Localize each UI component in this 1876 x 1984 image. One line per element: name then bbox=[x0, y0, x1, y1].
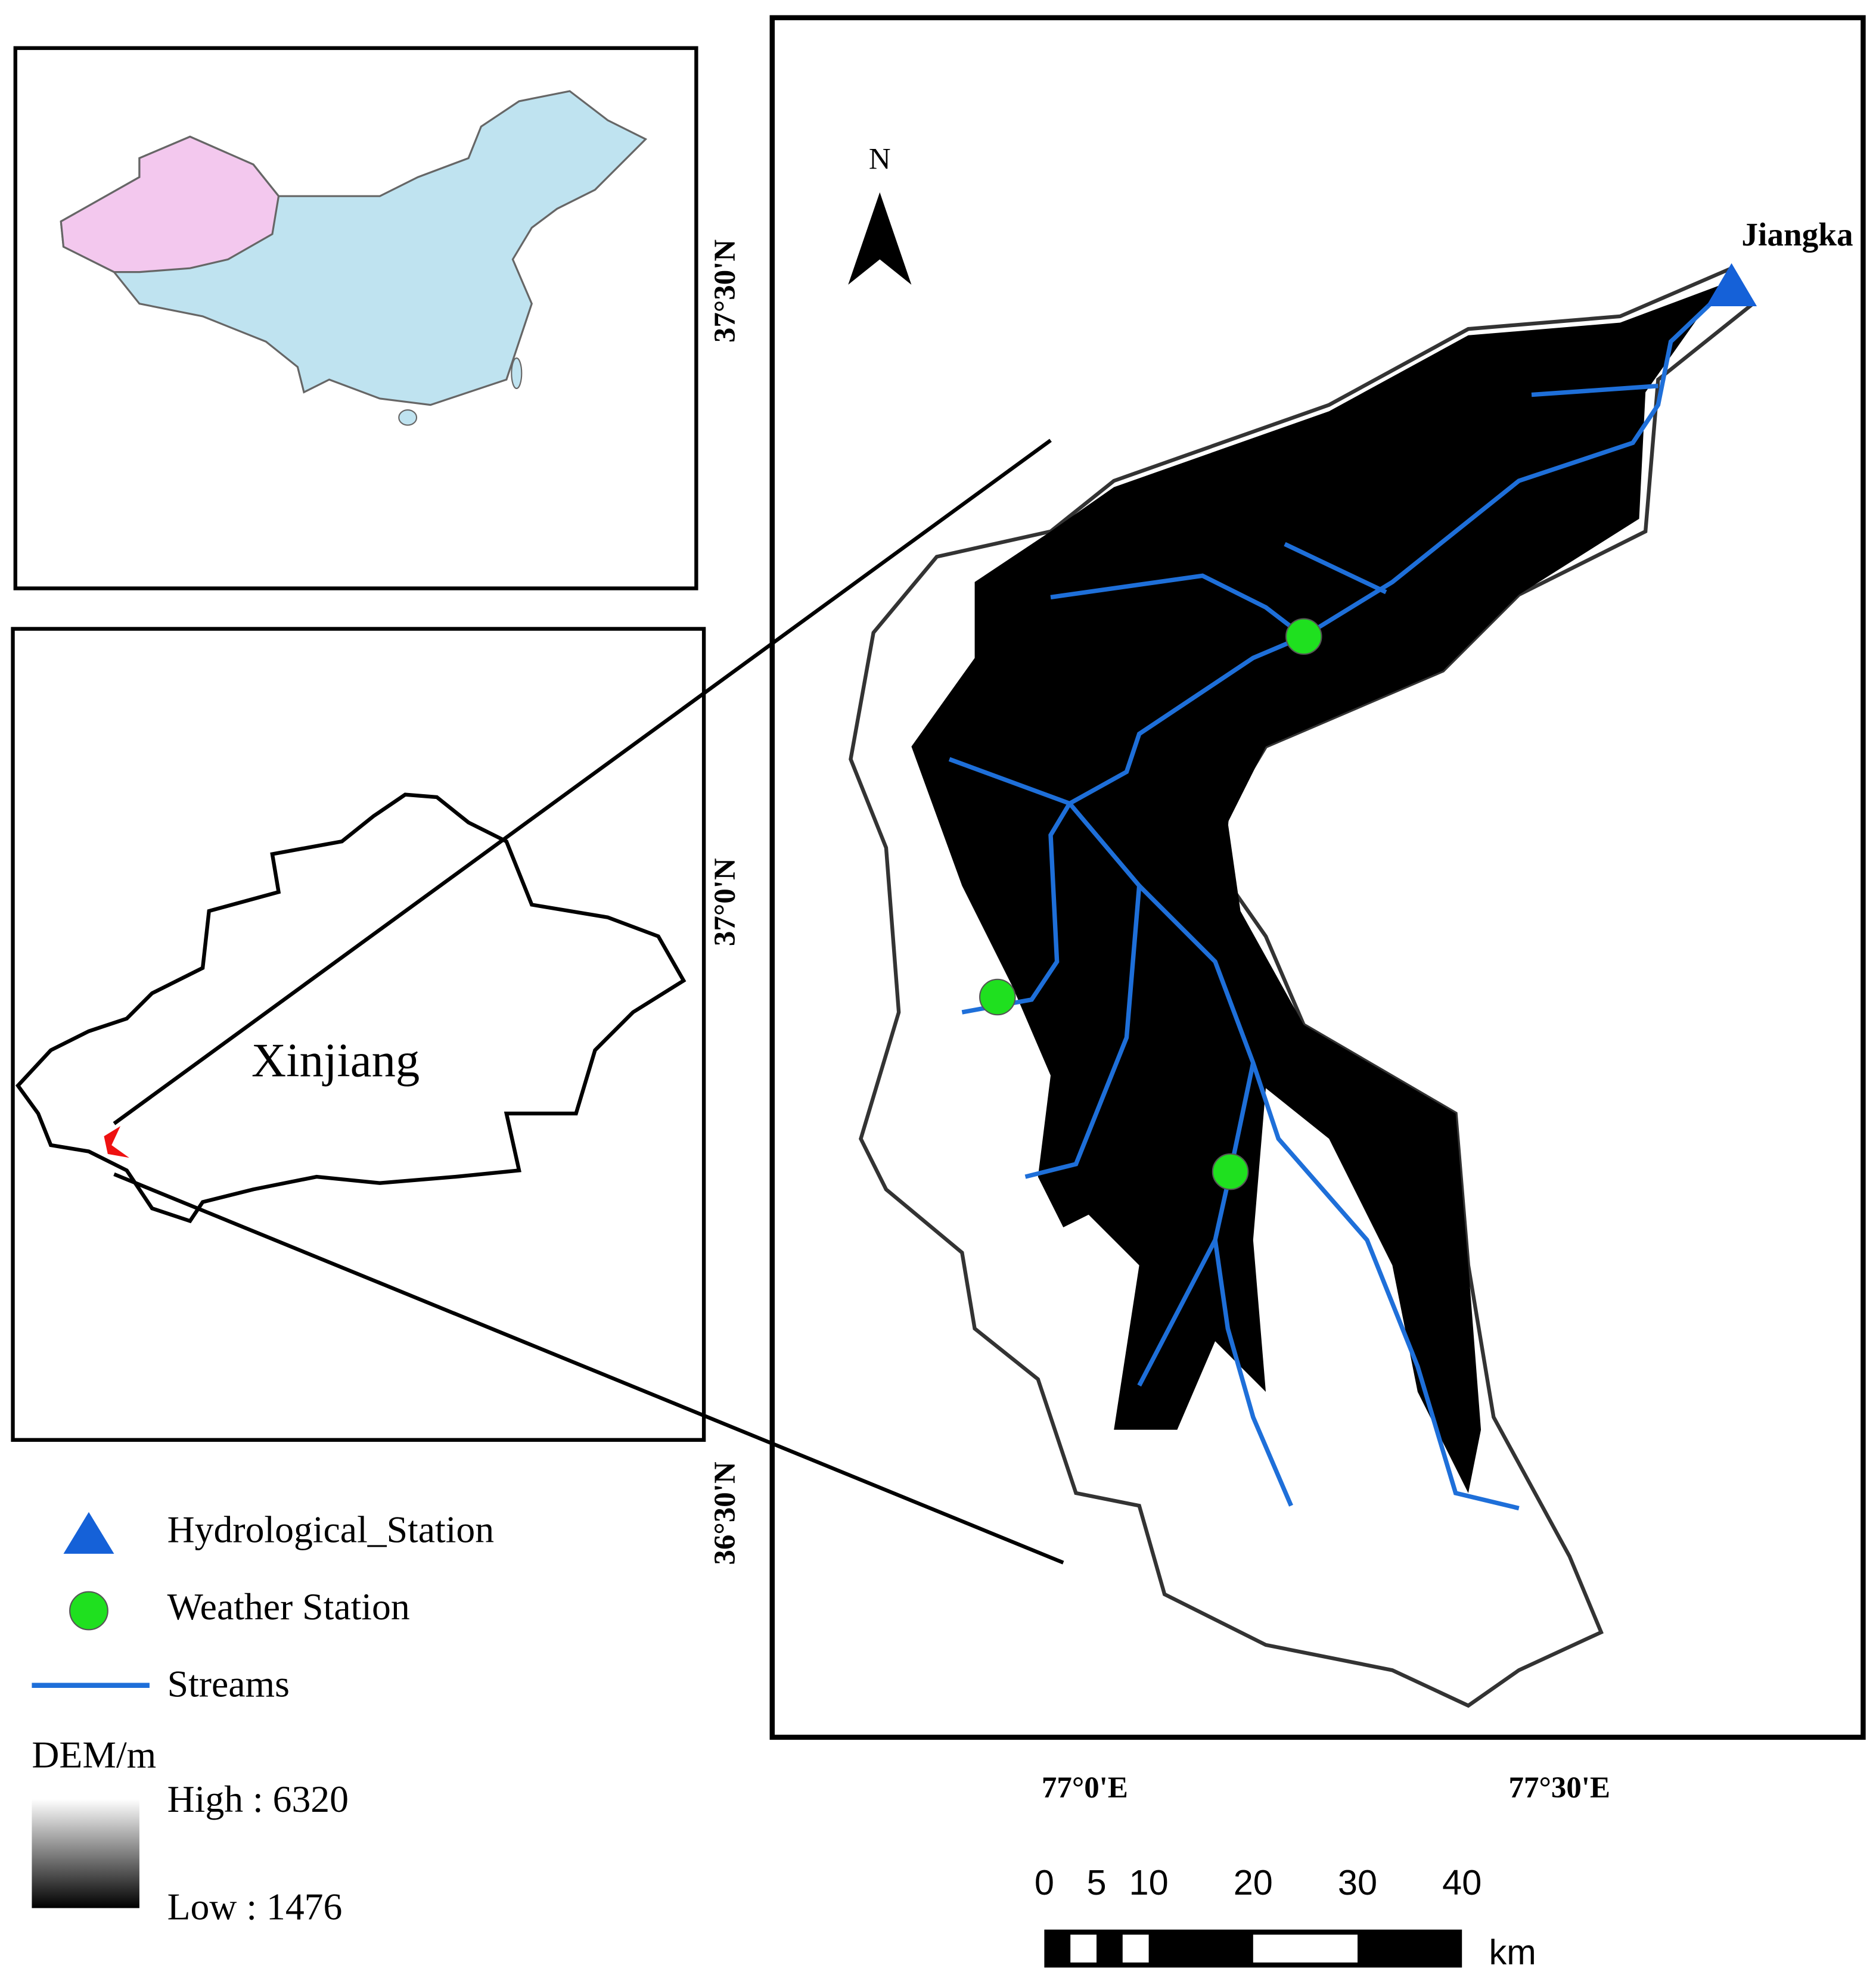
legend-label: Streams bbox=[167, 1663, 290, 1705]
station-label: Jiangka bbox=[1741, 216, 1853, 253]
xinjiang-highlight bbox=[60, 135, 280, 273]
xinjiang-outline bbox=[15, 792, 687, 1224]
weather-station bbox=[979, 978, 1016, 1016]
scale-label: 20 bbox=[1234, 1862, 1273, 1902]
latitude-label: 37°0'N bbox=[709, 858, 742, 946]
scale-segment bbox=[1253, 1935, 1358, 1963]
scale-unit: km bbox=[1489, 1932, 1536, 1972]
china-frame bbox=[13, 46, 698, 590]
latitude-label: 37°30'N bbox=[709, 240, 742, 343]
scale-label: 40 bbox=[1442, 1862, 1481, 1902]
dem-title: DEM/m bbox=[32, 1734, 156, 1776]
scale-label: 0 bbox=[1035, 1862, 1054, 1902]
hainan bbox=[398, 409, 418, 426]
map-frame bbox=[769, 15, 1866, 1740]
legend-label: Hydrological_Station bbox=[167, 1509, 494, 1551]
scale-label: 5 bbox=[1086, 1862, 1106, 1902]
weather-station bbox=[1212, 1153, 1249, 1190]
longitude-label: 77°30'E bbox=[1509, 1771, 1610, 1805]
region-label: Xinjiang bbox=[251, 1034, 420, 1087]
latitude-label: 36°30'N bbox=[709, 1461, 742, 1565]
xinjiang-frame bbox=[11, 627, 706, 1442]
zoom-line bbox=[113, 1172, 1064, 1565]
basin-location bbox=[104, 1126, 129, 1158]
zoom-line bbox=[113, 439, 1052, 1125]
north-label: N bbox=[869, 143, 891, 176]
taiwan bbox=[511, 357, 523, 390]
streams bbox=[948, 289, 1726, 1511]
scale-label: 10 bbox=[1129, 1862, 1169, 1902]
scale-segment bbox=[1070, 1935, 1097, 1963]
legend-label: Weather Station bbox=[167, 1585, 410, 1628]
legend-symbol bbox=[69, 1591, 108, 1631]
legend-symbol bbox=[63, 1512, 114, 1554]
scale-label: 30 bbox=[1338, 1862, 1377, 1902]
north-arrow bbox=[848, 192, 912, 285]
scale-segment bbox=[1122, 1935, 1149, 1963]
dem-ramp bbox=[32, 1799, 139, 1908]
weather-station bbox=[1285, 618, 1322, 655]
dem-low: Low : 1476 bbox=[167, 1885, 343, 1927]
hydrological-station bbox=[1706, 263, 1757, 306]
longitude-label: 77°0'E bbox=[1042, 1771, 1128, 1805]
dem-high: High : 6320 bbox=[167, 1778, 349, 1820]
